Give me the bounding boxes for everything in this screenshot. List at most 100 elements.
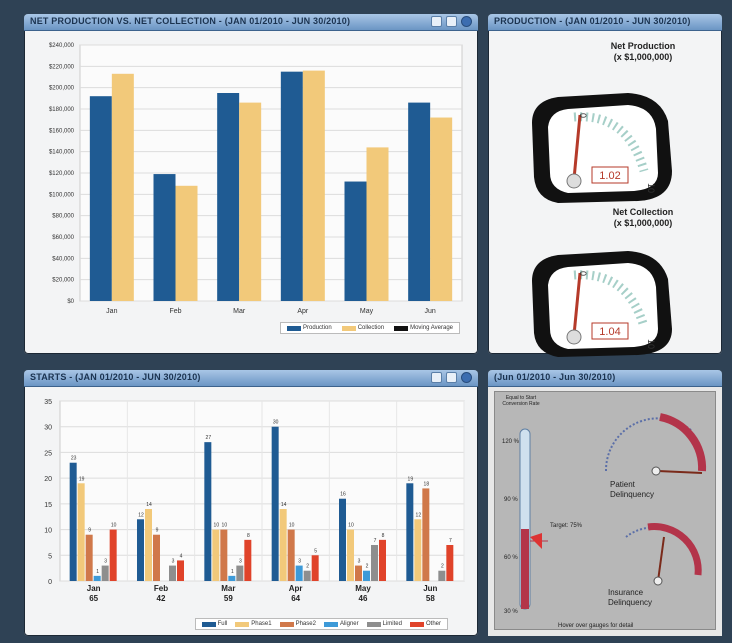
thermometer-tick: 90 % (504, 497, 518, 503)
panel-titlebar: Production - (Jan 01/2010 - Jun 30/2010) (488, 14, 722, 31)
bar-phase2 (220, 529, 228, 581)
gauge-max-label: 10 (646, 183, 656, 193)
legend-item-limited[interactable]: Limited (366, 621, 402, 627)
starts-panel: Starts - (Jan 01/2010 - Jun 30/2010) 0 5 1… (24, 370, 478, 636)
bar-other (109, 529, 117, 581)
gauge-title-line: Net Collection (612, 207, 674, 217)
data-label: 1 (231, 569, 234, 575)
gauge-subtitle-line: (x $1,000,000) (613, 218, 673, 228)
bar-limited (101, 565, 109, 581)
gauge-hub (566, 173, 582, 189)
thermometer-tick: 30 % (504, 609, 518, 615)
bar-other (244, 539, 252, 581)
bar-aligner (295, 565, 303, 581)
x-tick-total: 46 (359, 594, 368, 603)
legend-item-aligner[interactable]: Aligner (323, 621, 359, 627)
gauge-scale (573, 112, 649, 173)
x-tick-label: Apr (297, 308, 309, 315)
data-label: 2 (306, 564, 309, 570)
legend-item-collection[interactable]: Collection (341, 325, 384, 331)
net-production-gauge[interactable]: 1.02 10 0 (488, 61, 722, 211)
chart-legend: Full Phase1 Phase2 Aligner Limited Other (194, 618, 448, 630)
bar-collection (111, 73, 134, 301)
gauge-readout-box (591, 166, 629, 184)
legend-label: Limited (382, 621, 402, 627)
production-gauges-panel: Production - (Jan 01/2010 - Jun 30/2010)… (488, 14, 722, 357)
x-tick-label: Apr (289, 584, 303, 593)
data-label: 7 (374, 538, 377, 544)
bar-phase1 (414, 519, 422, 581)
collapse-icon[interactable] (461, 372, 472, 383)
delinquency-gauges[interactable]: 120 % 90 % 60 % 30 % Target: 75% Patient… (488, 387, 722, 636)
print-icon[interactable] (446, 372, 457, 383)
legend-item-phase1[interactable]: Phase1 (235, 621, 272, 627)
y-tick-label: 20 (44, 476, 52, 483)
bar-other (177, 560, 184, 581)
legend-item-full[interactable]: Full (201, 621, 227, 627)
print-icon[interactable] (446, 16, 457, 27)
panel-title: Net Production vs. Net Collection - (Jan… (30, 16, 351, 26)
insurance-label-1: Insurance (608, 588, 644, 597)
legend-item-moving-average[interactable]: Moving Average (394, 325, 453, 331)
delinquency-panel: (Jun 01/2010 - Jun 30/2010) Equal to Sta… (488, 370, 722, 636)
patient-label-1: Patient (610, 480, 636, 489)
bar-production (217, 93, 240, 301)
legend-label: Production (303, 325, 332, 331)
gauge-subtitle-line: (x $1,000,000) (613, 52, 673, 62)
data-label: 3 (239, 559, 242, 565)
data-label: 8 (247, 533, 250, 539)
bar-full (137, 519, 144, 581)
data-label: 30 (273, 420, 279, 426)
x-tick-label: May (360, 308, 374, 315)
bar-full (406, 483, 414, 581)
data-label: 10 (289, 523, 295, 529)
y-tick-label: $100,000 (49, 192, 75, 198)
legend-item-other[interactable]: Other (409, 621, 441, 627)
collapse-icon[interactable] (461, 16, 472, 27)
y-tick-label: 15 (44, 502, 52, 509)
export-icon[interactable] (431, 372, 442, 383)
bar-phase1 (212, 529, 220, 581)
y-tick-label: $240,000 (49, 43, 75, 49)
x-tick-label: May (355, 584, 371, 593)
panel-body: Net Production (x $1,000,000) 1.02 10 0 … (488, 31, 722, 357)
y-tick-label: 35 (44, 399, 52, 406)
gauge-needle (572, 272, 582, 336)
panel-title: Starts - (Jan 01/2010 - Jun 30/2010) (30, 372, 201, 382)
production-collection-panel: Net Production vs. Net Collection - (Jan… (24, 14, 478, 354)
data-label: 9 (88, 528, 91, 534)
panel-title: Production - (Jan 01/2010 - Jun 30/2010) (494, 16, 691, 26)
bar-full (271, 426, 279, 581)
legend-label: Phase2 (295, 621, 316, 627)
bar-production (153, 174, 176, 301)
legend-item-production[interactable]: Production (287, 325, 332, 331)
y-tick-label: 25 (44, 450, 52, 457)
x-tick-label: Feb (154, 584, 168, 593)
gauge-readout: 1.04 (599, 326, 620, 338)
bar-other (311, 555, 319, 581)
x-tick-label: Feb (169, 308, 181, 315)
data-label: 3 (358, 559, 361, 565)
legend-label: Aligner (339, 621, 359, 627)
gauge-scale (573, 270, 649, 329)
gauge-max-label: 10 (646, 339, 656, 349)
thermometer-title: Equal to Start Conversion Rate (502, 395, 540, 407)
gauge-hub (566, 329, 582, 345)
net-collection-title: Net Collection (x $1,000,000) (588, 207, 698, 229)
panel-titlebar: Net Production vs. Net Collection - (Jan… (24, 14, 478, 31)
production-collection-chart: $0 $20,000 $40,000 $60,000 $80,000 $100,000 $1… (49, 43, 463, 315)
bar-limited (438, 570, 446, 581)
net-collection-gauge[interactable]: 1.04 10 0 (488, 221, 722, 361)
y-tick-label: $140,000 (49, 150, 75, 156)
insurance-label-2: Delinquency (608, 598, 652, 607)
thermometer-tick: 120 % (502, 439, 520, 445)
starts-chart: 05101520253035231991310Jan651214934Feb42… (44, 399, 465, 603)
x-tick-total: 59 (224, 594, 233, 603)
bar-production (408, 102, 431, 301)
legend-item-phase2[interactable]: Phase2 (279, 621, 316, 627)
y-tick-label: 10 (44, 528, 52, 535)
export-icon[interactable] (431, 16, 442, 27)
bar-phase2 (85, 534, 93, 581)
data-label: 14 (146, 502, 152, 508)
legend-label: Moving Average (410, 325, 453, 331)
